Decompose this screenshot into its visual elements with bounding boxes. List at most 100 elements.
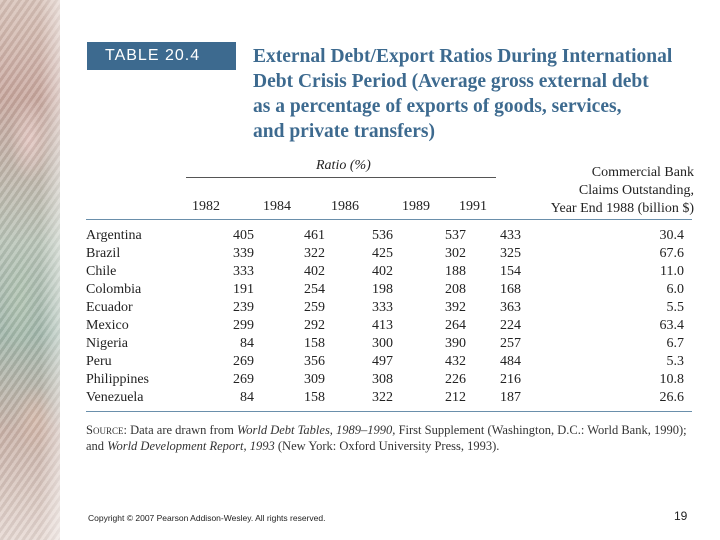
ratio-cell-1989: 392 (445, 300, 466, 315)
ratio-cell-1991: 168 (500, 282, 521, 297)
ratio-cell-1986: 497 (372, 354, 393, 369)
ratio-cell-1984: 402 (304, 264, 325, 279)
ratio-cell-1991: 257 (500, 336, 521, 351)
country-cell: Peru (86, 354, 112, 369)
source-label: Source: (86, 423, 127, 437)
page-number: 19 (674, 509, 688, 523)
ratio-cell-1984: 461 (304, 228, 325, 243)
ratio-cell-1989: 302 (445, 246, 466, 261)
ratio-cell-1982: 84 (240, 336, 254, 351)
debt-ratio-table: Argentina 405 461 536 537 433 30.4 Brazil 339 322… (86, 227, 684, 407)
country-cell: Venezuela (86, 390, 144, 405)
source-title: World Development Report, 1993 (107, 439, 275, 453)
country-cell: Mexico (86, 318, 129, 333)
ratio-cell-1982: 239 (233, 300, 254, 315)
table-row: Colombia 191 254 198 208 168 6.0 (86, 281, 684, 299)
ratio-group-rule (186, 177, 496, 178)
ratio-cell-1989: 212 (445, 390, 466, 405)
ratio-cell-1989: 537 (445, 228, 466, 243)
ratio-cell-1986: 308 (372, 372, 393, 387)
year-header-1989: 1989 (402, 199, 430, 214)
claims-cell: 26.6 (659, 390, 685, 405)
ratio-cell-1989: 208 (445, 282, 466, 297)
title-underline (87, 68, 236, 70)
ratio-cell-1991: 484 (500, 354, 521, 369)
ratio-cell-1986: 300 (372, 336, 393, 351)
copyright-notice: Copyright © 2007 Pearson Addison-Wesley.… (88, 513, 326, 523)
claims-cell: 67.6 (659, 246, 685, 261)
title-line: and private transfers) (253, 121, 435, 142)
claims-cell: 6.0 (666, 282, 685, 297)
claims-column-header: Commercial Bank Claims Outstanding, Year… (528, 164, 694, 218)
ratio-cell-1982: 405 (233, 228, 254, 243)
country-cell: Chile (86, 264, 117, 279)
source-note: Source: Data are drawn from World Debt T… (86, 422, 692, 454)
table-row: Venezuela 84 158 322 212 187 26.6 (86, 389, 684, 407)
country-cell: Nigeria (86, 336, 128, 351)
ratio-cell-1986: 198 (372, 282, 393, 297)
ratio-cell-1984: 254 (304, 282, 325, 297)
ratio-cell-1991: 325 (500, 246, 521, 261)
ratio-cell-1989: 264 (445, 318, 466, 333)
ratio-cell-1986: 536 (372, 228, 393, 243)
header-rule (86, 219, 692, 220)
table-row: Brazil 339 322 425 302 325 67.6 (86, 245, 684, 263)
ratio-cell-1986: 402 (372, 264, 393, 279)
ratio-cell-1991: 433 (500, 228, 521, 243)
table-number-tag: TABLE 20.4 (87, 42, 236, 69)
table-row: Nigeria 84 158 300 390 257 6.7 (86, 335, 684, 353)
ratio-cell-1982: 339 (233, 246, 254, 261)
ratio-cell-1986: 333 (372, 300, 393, 315)
source-text: First Supplement (Washington, D.C.: Worl… (86, 423, 687, 453)
title-line: Debt Crisis Period (Average gross extern… (253, 71, 649, 92)
ratio-cell-1991: 224 (500, 318, 521, 333)
ratio-cell-1984: 356 (304, 354, 325, 369)
table-row: Philippines 269 309 308 226 216 10.8 (86, 371, 684, 389)
ratio-cell-1982: 84 (240, 390, 254, 405)
year-header-1986: 1986 (331, 199, 359, 214)
ratio-cell-1984: 158 (304, 390, 325, 405)
claims-cell: 30.4 (659, 228, 685, 243)
year-header-1982: 1982 (192, 199, 220, 214)
claims-cell: 10.8 (659, 372, 685, 387)
table-number-label: TABLE 20.4 (105, 46, 201, 64)
ratio-cell-1982: 191 (233, 282, 254, 297)
ratio-cell-1991: 216 (500, 372, 521, 387)
country-cell: Colombia (86, 282, 142, 297)
ratio-cell-1982: 269 (233, 372, 254, 387)
ratio-cell-1989: 432 (445, 354, 466, 369)
ratio-group-label: Ratio (%) (316, 158, 371, 173)
table-body: Argentina 405 461 536 537 433 30.4 Brazil 339 322… (86, 227, 684, 407)
ratio-cell-1991: 363 (500, 300, 521, 315)
table-bottom-rule (86, 411, 692, 412)
source-text: Data are drawn from (126, 423, 237, 437)
ratio-cell-1982: 299 (233, 318, 254, 333)
ratio-cell-1986: 322 (372, 390, 393, 405)
claims-header-line: Claims Outstanding, (578, 183, 694, 198)
claims-cell: 6.7 (666, 336, 685, 351)
claims-cell: 11.0 (660, 264, 684, 279)
claims-cell: 5.5 (666, 300, 685, 315)
table-row: Mexico 299 292 413 264 224 63.4 (86, 317, 684, 335)
ratio-cell-1989: 188 (445, 264, 466, 279)
table-row: Peru 269 356 497 432 484 5.3 (86, 353, 684, 371)
ratio-cell-1984: 292 (304, 318, 325, 333)
ratio-cell-1982: 269 (233, 354, 254, 369)
ratio-cell-1984: 259 (304, 300, 325, 315)
country-cell: Philippines (86, 372, 150, 387)
ratio-cell-1986: 413 (372, 318, 393, 333)
claims-header-line: Year End 1988 (billion $) (550, 201, 694, 216)
side-image-fade (40, 0, 85, 540)
year-header-1991: 1991 (459, 199, 487, 214)
ratio-cell-1984: 158 (304, 336, 325, 351)
country-cell: Ecuador (86, 300, 133, 315)
claims-cell: 63.4 (659, 318, 685, 333)
table-row: Chile 333 402 402 188 154 11.0 (86, 263, 684, 281)
ratio-cell-1991: 187 (500, 390, 521, 405)
claims-header-line: Commercial Bank (591, 165, 694, 180)
ratio-cell-1989: 226 (445, 372, 466, 387)
title-line: External Debt/Export Ratios During Inter… (253, 46, 673, 67)
source-title: World Debt Tables, 1989–1990, (236, 423, 396, 437)
year-header-1984: 1984 (263, 199, 291, 214)
table-row: Argentina 405 461 536 537 433 30.4 (86, 227, 684, 245)
